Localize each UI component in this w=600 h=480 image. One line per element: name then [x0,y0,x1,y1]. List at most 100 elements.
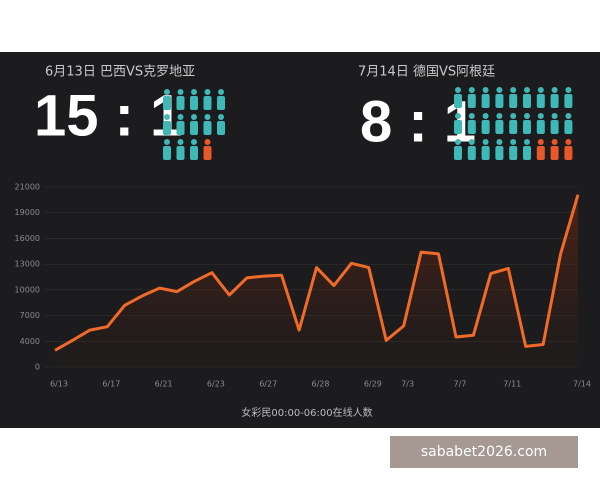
x-tick-label: 7/7 [454,380,467,389]
person-body [454,146,462,160]
x-axis-label: 女彩民00:00-06:00在线人数 [241,406,372,419]
watermark: sababet2026.com [421,444,547,460]
person-body [523,94,531,108]
person-head [537,139,544,145]
person-body [523,146,531,160]
person-head [468,113,475,119]
person-head [524,139,530,145]
person-body [536,120,545,134]
person-head [191,89,197,95]
person-body [217,96,225,110]
person-head [482,87,489,93]
y-tick-label: 13000 [15,260,40,269]
person-body [163,121,171,135]
person-head [565,113,572,119]
person-head [177,89,184,95]
person-body [163,96,171,110]
person-body [467,94,476,108]
person-body [564,146,573,160]
person-head [164,89,170,95]
person-head [565,87,572,93]
person-body [203,121,212,135]
y-tick-label: 21000 [15,183,40,192]
person-body [550,120,559,134]
person-body [203,146,212,160]
person-head [455,87,461,93]
person-head [455,139,461,145]
person-body [495,146,504,160]
person-body [564,120,573,134]
headline: 7月14日 德国VS阿根廷 [358,65,495,80]
person-head [191,139,197,145]
score: 15 : 1 [34,83,182,148]
person-body [467,120,476,134]
person-body [176,146,185,160]
icons [163,87,573,160]
y-tick-label: 4000 [20,337,40,346]
person-body [550,94,559,108]
person-head [164,114,170,120]
x-tick-label: 7/14 [573,380,591,389]
x-tick-label: 7/3 [401,380,414,389]
person-body [163,146,171,160]
person-body [523,120,531,134]
person-head [164,139,170,145]
person-body [536,146,545,160]
person-body [564,94,573,108]
person-head [204,89,211,95]
person-body [454,94,462,108]
y-tick-label: 19000 [15,208,40,217]
x-tick-label: 6/27 [259,380,277,389]
person-head [204,139,211,145]
person-head [524,87,530,93]
person-body [536,94,545,108]
chart: 0 4000 7000 10000 13000 16000 19000 21000 6/13 6/… [15,183,591,389]
person-body [495,120,504,134]
person-head [496,113,503,119]
person-body [454,120,462,134]
person-head [204,114,211,120]
x-tick-label: 6/29 [364,380,382,389]
person-body [481,146,490,160]
person-head [510,87,517,93]
x-tick-label: 6/28 [312,380,330,389]
person-head [468,139,475,145]
x-tick-label: 6/23 [207,380,225,389]
person-body [509,120,518,134]
person-head [551,87,558,93]
headline: 6月13日 巴西VS克罗地亚 [45,65,195,80]
person-head [565,139,572,145]
person-head [551,113,558,119]
y-tick-label: 16000 [15,234,40,243]
person-body [190,121,198,135]
person-head [496,139,503,145]
person-head [177,139,184,145]
person-head [496,87,503,93]
person-head [510,139,517,145]
person-head [537,87,544,93]
person-head [482,113,489,119]
watermark-box [390,436,578,468]
line [54,194,580,352]
person-body [176,121,185,135]
person-head [510,113,517,119]
person-head [537,113,544,119]
person-body [481,120,490,134]
person-head [177,114,184,120]
y-tick-label: 10000 [15,285,40,294]
person-head [455,113,461,119]
person-body [550,146,559,160]
person-body [176,96,185,110]
person-head [218,89,224,95]
person-head [218,114,224,120]
area [55,194,578,367]
x-tick-label: 7/11 [503,380,521,389]
person-body [495,94,504,108]
y-tick-label: 0 [35,363,40,372]
person-body [203,96,212,110]
x-tick-label: 6/21 [155,380,173,389]
person-body [217,121,225,135]
person-body [481,94,490,108]
